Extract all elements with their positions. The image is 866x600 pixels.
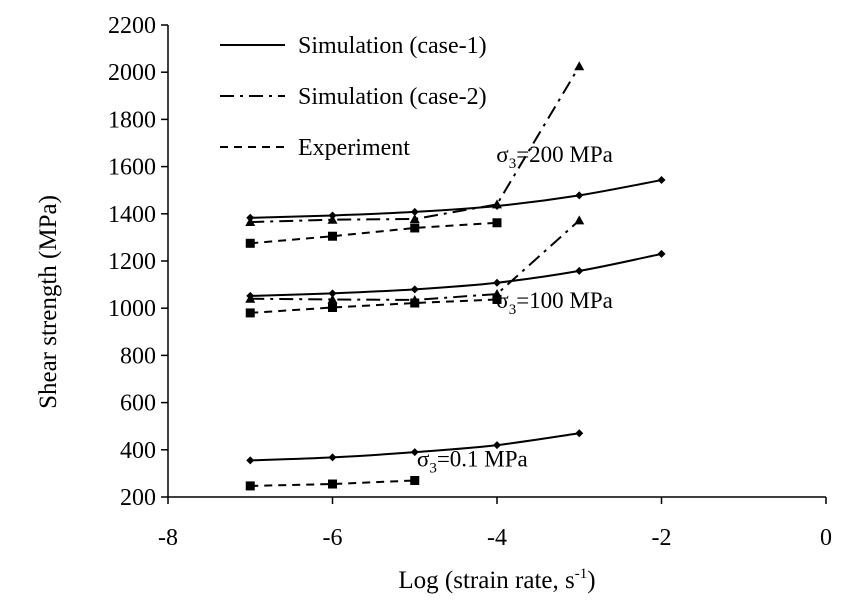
diamond-marker [575,191,584,200]
y-axis-label: Shear strength (MPa) [35,195,62,409]
annotation-sigma: σ [496,142,509,167]
diamond-marker [493,441,501,450]
x-tick-label: -2 [652,525,672,551]
square-marker [328,231,337,241]
triangle-marker [409,213,420,223]
diamond-marker [410,207,419,216]
axes [161,24,827,504]
x-tick-label: -4 [487,525,507,551]
square-marker [410,475,420,485]
annotation-label: σ3=100 MPa [496,288,613,318]
series-line [250,221,498,245]
series-group [245,61,666,491]
diamond-marker [575,429,584,438]
diamond-marker [657,176,666,185]
series-line [250,432,580,462]
annotation-value: =200 MPa [516,142,613,167]
legend-label: Simulation (case-2) [298,84,487,110]
series-line [250,65,581,224]
diamond-marker [657,249,666,258]
legend: Simulation (case-1) Simulation (case-2) Ex… [220,33,487,161]
x-axis-label-sup: -1 [575,566,588,582]
diamond-marker [328,289,337,298]
y-tick-label: 2000 [108,60,156,86]
legend-label: Simulation (case-1) [298,33,487,59]
square-marker [410,223,420,233]
series-dashed-square [245,294,502,318]
series-dashed-square [245,475,420,491]
x-axis-label-close: ) [587,567,595,594]
y-tick-label: 1600 [108,155,156,181]
square-marker [410,298,420,308]
square-marker [328,479,337,489]
annotation-label: σ3=200 MPa [496,142,613,172]
triangle-marker [574,61,585,71]
diamond-marker [328,453,337,462]
annotation-subscript: 3 [509,156,517,172]
x-tick-label: 0 [820,525,832,551]
x-axis-label: Log (strain rate, s-1) [398,566,595,594]
series-dashdot-triangle [245,61,585,227]
series-line [250,252,662,297]
triangle-marker [574,215,585,225]
series-line [250,298,498,314]
triangle-marker [492,199,502,209]
annotation-label: σ3=0.1 MPa [417,446,528,476]
y-tick-label: 1000 [108,296,156,322]
diamond-marker [493,278,501,287]
square-marker [245,308,255,318]
y-tick-label: 2200 [108,13,156,39]
annotation-sigma: σ [417,446,430,471]
square-marker [245,481,255,491]
y-tick-label: 1400 [108,202,156,228]
y-tick-label: 800 [120,343,156,369]
diamond-marker [410,448,419,457]
annotation-subscript: 3 [429,460,437,476]
series-dashed-square [245,218,502,248]
diamond-marker [575,266,584,275]
diamond-marker [246,456,255,465]
series-solid-diamond [246,176,666,222]
square-marker [328,302,337,312]
y-tick-label: 600 [120,391,156,417]
series-solid-diamond [246,429,584,465]
x-tick-label: -6 [323,525,343,551]
annotation-subscript: 3 [509,302,517,318]
y-tick-label: 1200 [108,249,156,275]
y-tick-label: 200 [120,485,156,511]
diamond-marker [410,285,419,294]
triangle-marker [327,214,338,224]
annotation-value: =100 MPa [516,288,613,313]
tick-labels: 200 400 600 800 1000 1200 1400 1600 1800 2000 2200… [108,13,832,551]
triangle-marker [327,294,338,304]
triangle-marker [245,293,256,303]
triangle-marker [245,217,256,227]
y-tick-label: 1800 [108,107,156,133]
square-marker [245,238,255,248]
annotation-sigma: σ [496,288,509,313]
series-line [250,219,580,301]
square-marker [492,294,502,304]
square-marker [492,218,502,228]
legend-label: Experiment [298,135,410,161]
y-tick-label: 400 [120,438,156,464]
series-line [250,179,662,219]
annotation-value: =0.1 MPa [437,446,528,471]
x-axis-label-main: Log (strain rate, s [398,567,574,594]
x-tick-label: -8 [158,525,178,551]
